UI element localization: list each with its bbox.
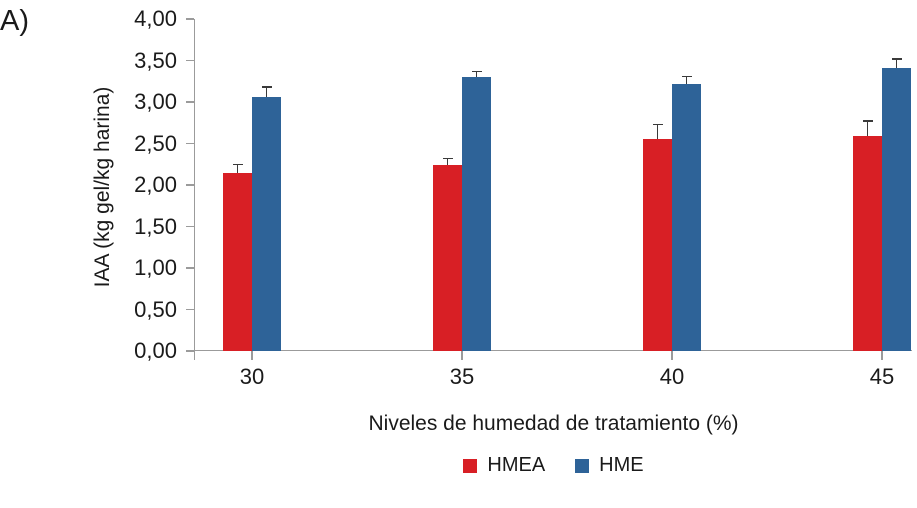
bar-hmea-35	[433, 165, 462, 351]
legend-item-hmea: HMEA	[463, 454, 545, 477]
x-tick-label: 30	[239, 364, 265, 389]
y-tick	[185, 225, 194, 228]
y-tick-label: 1,50	[134, 213, 177, 239]
error-bar-cap	[862, 120, 873, 122]
bar-hme-30	[252, 97, 281, 351]
x-tick	[881, 351, 883, 360]
bar-hme-45	[882, 67, 911, 351]
bar-hmea-40	[643, 139, 672, 351]
y-tick-label: 2,00	[134, 172, 177, 197]
y-tick-label: 4,00	[134, 6, 177, 31]
y-axis-line	[193, 19, 195, 360]
panel-label: A)	[0, 5, 29, 37]
legend: HMEA HME	[195, 454, 912, 477]
y-tick-label: 2,50	[134, 130, 177, 156]
error-bar-cap	[261, 86, 272, 88]
x-tick	[671, 351, 673, 360]
x-tick-label: 35	[449, 364, 475, 389]
legend-item-hme: HME	[575, 454, 644, 477]
x-tick	[251, 351, 253, 360]
error-bar-stem	[265, 87, 268, 97]
y-tick	[185, 267, 194, 269]
error-bar-stem	[446, 159, 449, 166]
y-tick-label: 3,00	[134, 89, 177, 114]
x-axis-title: Niveles de humedad de tratamiento (%)	[368, 412, 739, 435]
error-bar-cap	[681, 75, 692, 78]
x-axis-line	[195, 349, 912, 351]
hmea-color-swatch-icon	[463, 458, 478, 473]
y-tick-label: 3,50	[134, 47, 177, 73]
y-tick-label: 1,00	[134, 255, 177, 280]
y-tick	[185, 18, 194, 20]
y-tick	[185, 142, 194, 145]
y-tick	[185, 350, 194, 352]
error-bar-stem	[685, 77, 688, 84]
error-bar-stem	[475, 72, 478, 78]
bar-hme-40	[672, 83, 701, 351]
error-bar-cap	[442, 157, 453, 160]
error-bar-cap	[232, 163, 243, 166]
error-bar-cap	[652, 123, 663, 126]
x-tick-label: 45	[869, 364, 895, 389]
error-bar-stem	[656, 125, 659, 140]
error-bar-stem	[895, 59, 898, 68]
error-bar-cap	[891, 58, 902, 60]
bar-hme-35	[462, 77, 491, 351]
y-tick	[185, 101, 194, 103]
bar-hmea-30	[223, 172, 252, 351]
y-tick-label: 0,50	[134, 296, 177, 322]
error-bar-stem	[866, 121, 869, 137]
y-tick-label: 0,00	[134, 338, 177, 363]
error-bar-cap	[471, 70, 482, 73]
error-bar-stem	[236, 165, 239, 173]
legend-label-hmea: HMEA	[487, 454, 546, 476]
x-tick-label: 40	[659, 364, 685, 389]
hme-color-swatch-icon	[575, 458, 590, 473]
y-tick	[185, 308, 194, 311]
y-tick	[185, 184, 194, 186]
y-tick	[185, 59, 194, 62]
bar-hmea-45	[853, 136, 882, 351]
legend-label-hme: HME	[599, 454, 644, 476]
x-tick	[461, 351, 463, 360]
